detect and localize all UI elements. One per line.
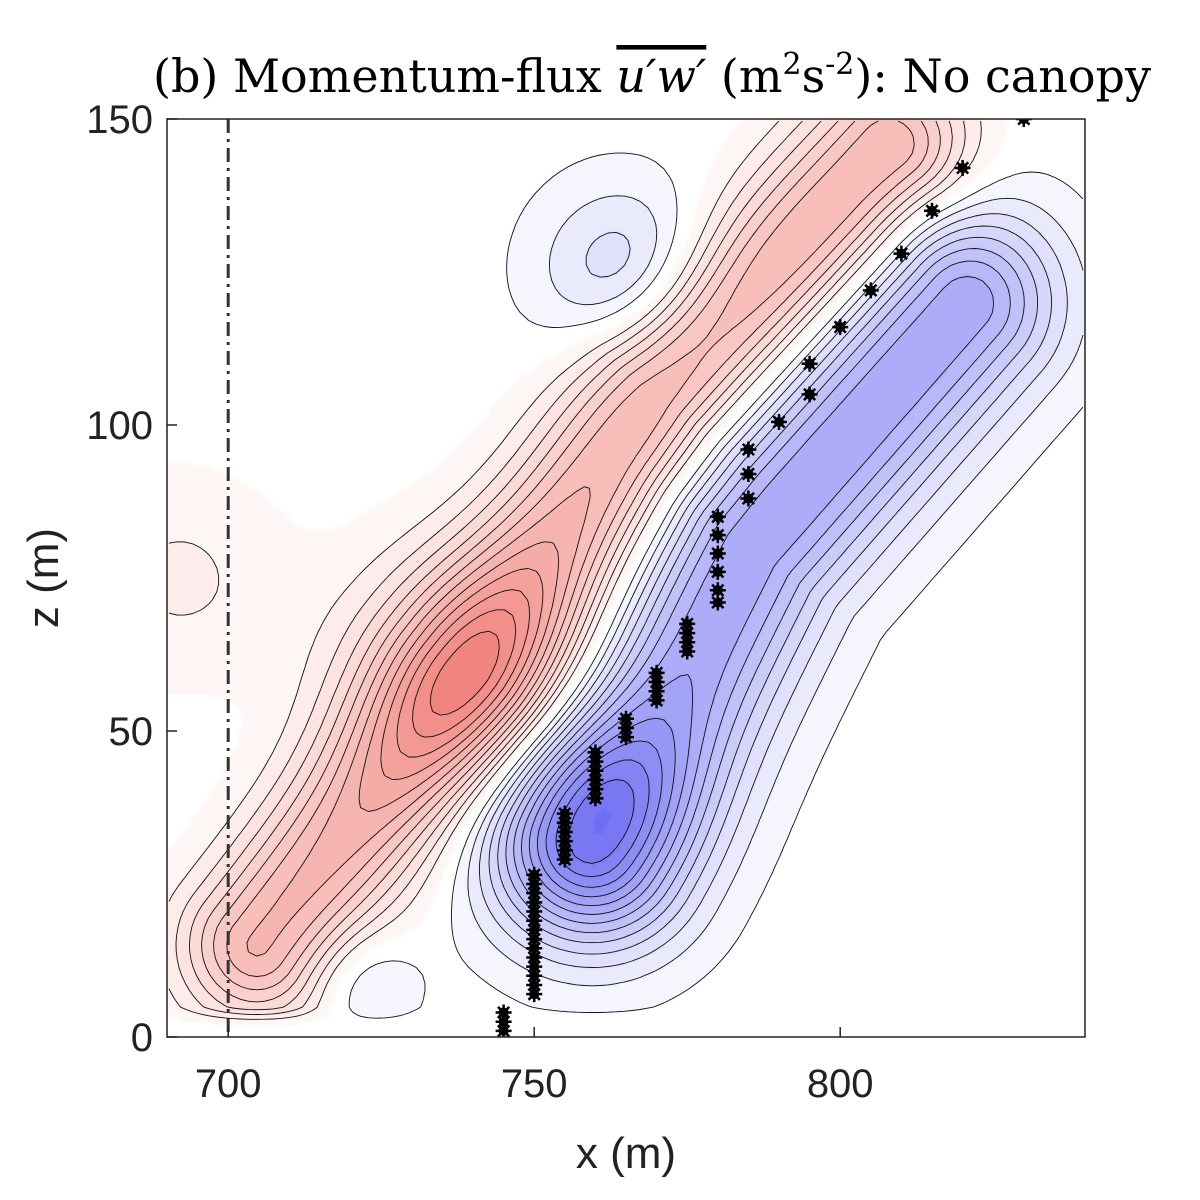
contour-level-8 bbox=[497, 236, 1039, 944]
marker-point bbox=[709, 527, 726, 544]
marker-point bbox=[771, 413, 787, 430]
contour-level-22 bbox=[396, 589, 530, 758]
marker-point bbox=[740, 441, 757, 458]
contour-level-23 bbox=[412, 609, 517, 738]
marker-point bbox=[679, 615, 696, 632]
marker-point bbox=[587, 744, 604, 761]
contour-level-21 bbox=[380, 568, 544, 781]
y-tick-label: 50 bbox=[109, 710, 154, 754]
y-tick-label: 150 bbox=[86, 98, 153, 142]
marker-point bbox=[556, 805, 573, 822]
marker-point bbox=[526, 866, 543, 883]
contour-level-15 bbox=[189, 120, 953, 1011]
y-tick-label: 0 bbox=[131, 1016, 153, 1060]
contour-level-5 bbox=[520, 276, 995, 915]
x-tick-label: 750 bbox=[501, 1062, 568, 1106]
contour-level-24 bbox=[430, 630, 500, 716]
title-units-s: s bbox=[802, 49, 826, 103]
marker-point bbox=[648, 664, 665, 681]
momentum-flux-field bbox=[167, 119, 1085, 1037]
marker-point bbox=[495, 1004, 512, 1021]
marker-point bbox=[618, 710, 634, 727]
marker-point bbox=[709, 563, 726, 580]
contour-level-16 bbox=[201, 120, 941, 1003]
title-suffix: No canopy bbox=[888, 49, 1151, 103]
marker-point bbox=[740, 465, 757, 482]
marker-series bbox=[495, 119, 1032, 1037]
marker-point bbox=[556, 851, 573, 868]
title-prefix: (b) Momentum-flux bbox=[153, 49, 616, 103]
title-variable: u′w′ bbox=[616, 49, 706, 103]
contour-lines bbox=[168, 120, 1084, 1020]
marker-point bbox=[709, 594, 726, 611]
contour-level-9 bbox=[488, 225, 1052, 955]
x-tick-label: 700 bbox=[195, 1062, 262, 1106]
plot-frame bbox=[166, 118, 1086, 1038]
marker-point bbox=[709, 582, 726, 599]
contour-level-11 bbox=[467, 195, 1084, 987]
title-units-m: (m bbox=[721, 49, 783, 103]
marker-point bbox=[862, 282, 879, 299]
x-axis-ticks: 700 750 800 bbox=[195, 1027, 874, 1106]
contour-level-7 bbox=[505, 248, 1025, 934]
contour-level-19 bbox=[246, 486, 591, 957]
marker-point bbox=[801, 355, 818, 372]
contour-level-13 bbox=[168, 120, 982, 1020]
marker-point bbox=[924, 202, 940, 219]
title-exp-s: -2 bbox=[825, 47, 854, 82]
contour-level-17 bbox=[213, 120, 929, 991]
contour-level-20 bbox=[358, 541, 560, 812]
marker-point bbox=[709, 508, 726, 525]
marker-point bbox=[556, 823, 573, 840]
marker-point bbox=[893, 245, 910, 262]
marker-point bbox=[801, 386, 818, 403]
title-exp-m: 2 bbox=[782, 47, 801, 82]
contour-level-12 bbox=[348, 152, 1084, 1019]
y-axis-ticks: 0 50 100 150 bbox=[86, 98, 177, 1060]
y-tick-label: 100 bbox=[86, 404, 153, 448]
contour-level-14 bbox=[175, 120, 966, 1015]
x-axis-label: x (m) bbox=[576, 1129, 676, 1178]
contour-level-4 bbox=[528, 674, 693, 907]
y-axis-label: z (m) bbox=[19, 528, 68, 628]
contour-level-18 bbox=[226, 120, 915, 977]
marker-point bbox=[954, 159, 971, 176]
marker-point bbox=[832, 319, 849, 336]
title-units-close: ): bbox=[854, 49, 887, 103]
marker-point bbox=[740, 490, 757, 507]
chart-title: (b) Momentum-flux u′w′ (m2s-2): No canop… bbox=[153, 47, 1151, 103]
x-tick-label: 800 bbox=[807, 1062, 874, 1106]
marker-point bbox=[709, 545, 726, 562]
marker-point bbox=[1015, 119, 1032, 127]
